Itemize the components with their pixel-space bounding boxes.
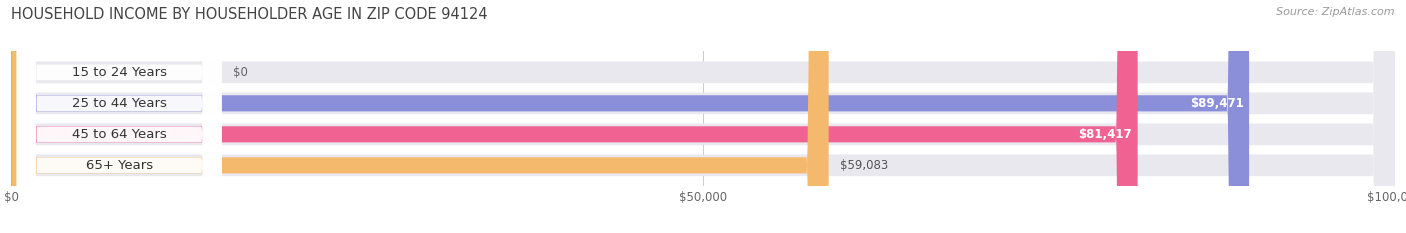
- Text: 65+ Years: 65+ Years: [86, 159, 153, 172]
- FancyBboxPatch shape: [17, 0, 222, 233]
- Text: $0: $0: [232, 66, 247, 79]
- Text: $59,083: $59,083: [839, 159, 889, 172]
- Text: 15 to 24 Years: 15 to 24 Years: [72, 66, 167, 79]
- Text: 45 to 64 Years: 45 to 64 Years: [72, 128, 166, 141]
- FancyBboxPatch shape: [11, 0, 1395, 233]
- FancyBboxPatch shape: [11, 0, 1395, 233]
- FancyBboxPatch shape: [17, 0, 222, 233]
- FancyBboxPatch shape: [11, 0, 1395, 233]
- Text: $89,471: $89,471: [1189, 97, 1243, 110]
- Text: Source: ZipAtlas.com: Source: ZipAtlas.com: [1277, 7, 1395, 17]
- FancyBboxPatch shape: [17, 0, 222, 233]
- FancyBboxPatch shape: [11, 0, 1249, 233]
- FancyBboxPatch shape: [17, 0, 222, 233]
- FancyBboxPatch shape: [11, 0, 1137, 233]
- Text: HOUSEHOLD INCOME BY HOUSEHOLDER AGE IN ZIP CODE 94124: HOUSEHOLD INCOME BY HOUSEHOLDER AGE IN Z…: [11, 7, 488, 22]
- Text: 25 to 44 Years: 25 to 44 Years: [72, 97, 166, 110]
- FancyBboxPatch shape: [11, 0, 828, 233]
- Text: $81,417: $81,417: [1078, 128, 1132, 141]
- FancyBboxPatch shape: [11, 0, 1395, 233]
